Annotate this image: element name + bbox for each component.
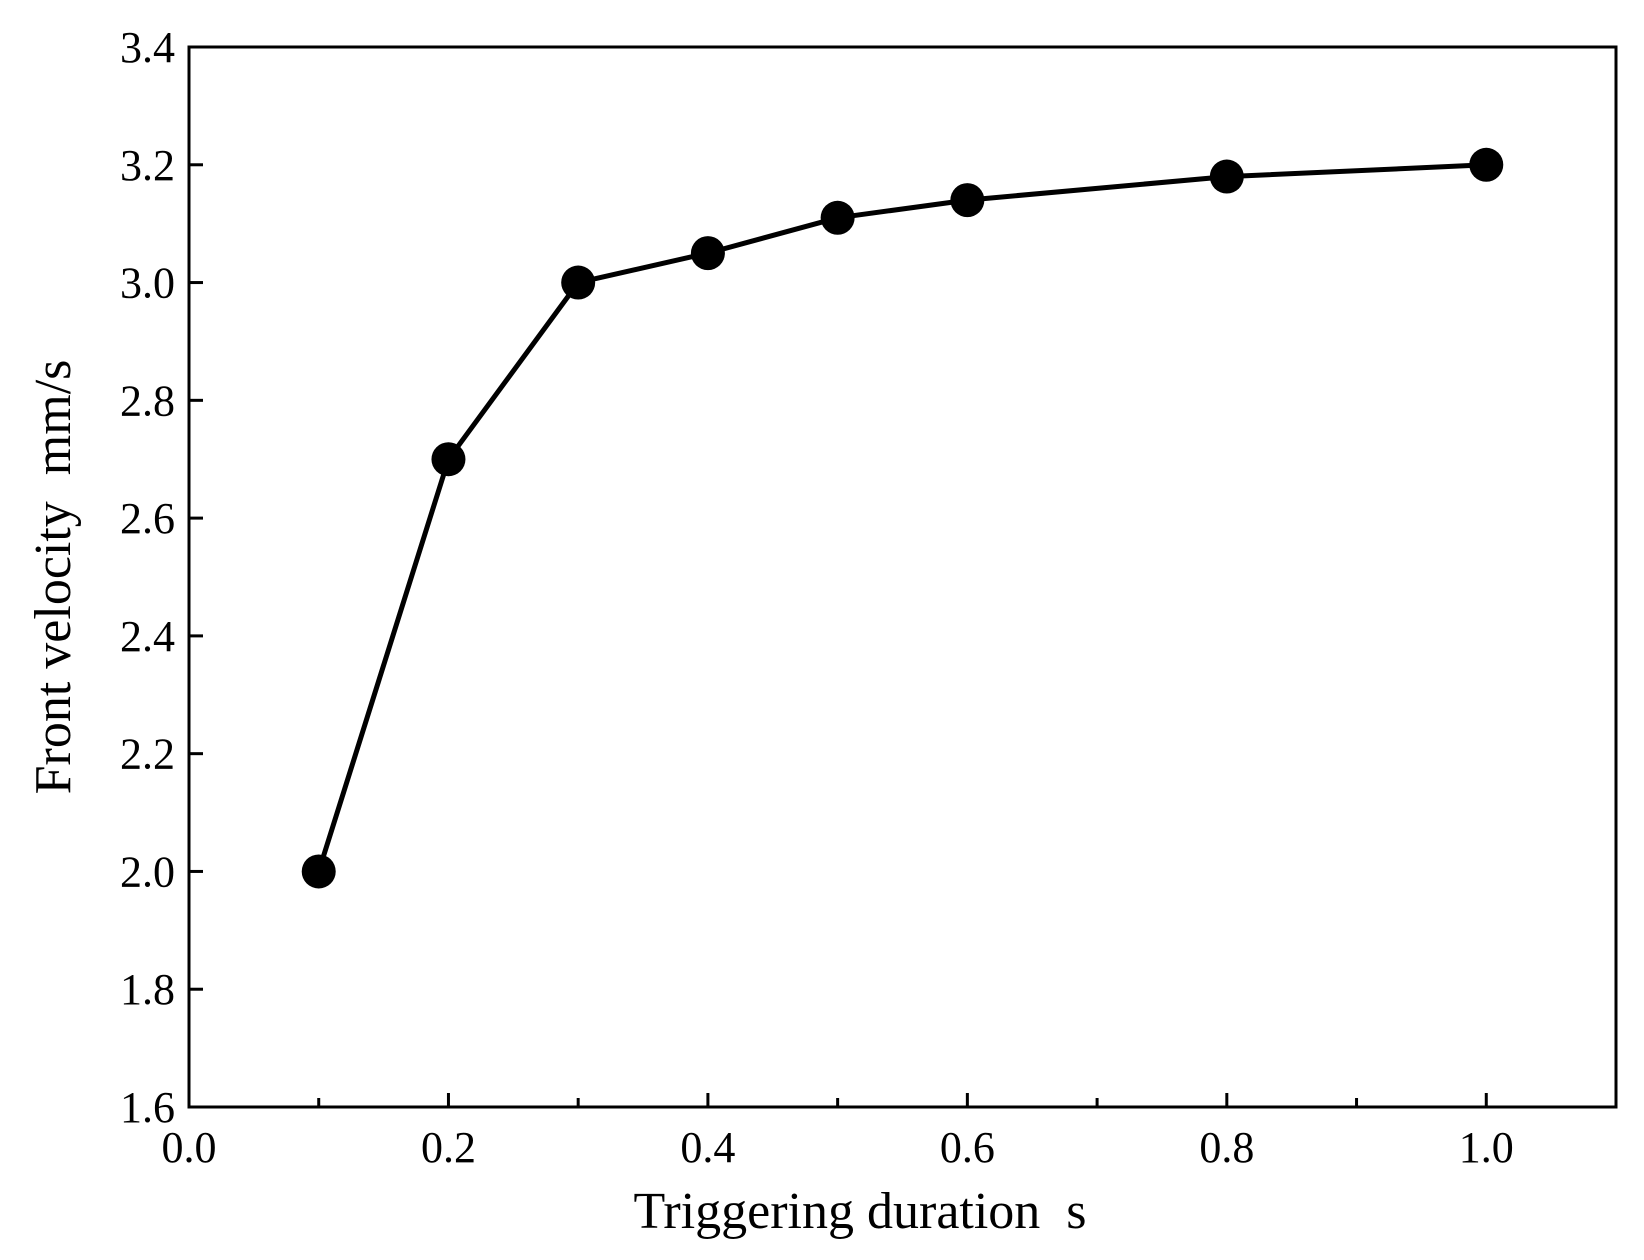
x-tick-label: 0.4 bbox=[680, 1123, 735, 1172]
data-point bbox=[950, 183, 985, 218]
y-axis-title: Front velocity mm/s bbox=[25, 360, 82, 795]
y-tick-label: 1.8 bbox=[120, 965, 175, 1014]
x-tick-label: 0.8 bbox=[1199, 1123, 1254, 1172]
y-tick-label: 2.2 bbox=[120, 730, 175, 779]
y-tick-label: 2.0 bbox=[120, 847, 175, 896]
y-axis-ticks: 1.6 1.8 2.0 2.2 2.4 2.6 2.8 3.0 3.2 3.4 bbox=[120, 23, 203, 1132]
data-point bbox=[431, 442, 466, 477]
data-point bbox=[820, 200, 855, 235]
y-tick-label: 2.6 bbox=[120, 494, 175, 543]
data-point bbox=[1209, 159, 1244, 194]
x-axis-ticks: 0.0 0.2 0.4 0.6 0.8 1.0 bbox=[162, 1093, 1514, 1172]
x-tick-label: 1.0 bbox=[1459, 1123, 1514, 1172]
y-tick-label: 2.8 bbox=[120, 376, 175, 425]
y-tick-label: 2.4 bbox=[120, 612, 175, 661]
y-tick-label: 3.0 bbox=[120, 259, 175, 308]
data-point bbox=[690, 236, 725, 271]
y-tick-label: 1.6 bbox=[120, 1083, 175, 1132]
series-line bbox=[316, 162, 1487, 873]
x-tick-label: 0.6 bbox=[940, 1123, 995, 1172]
x-tick-label: 0.2 bbox=[421, 1123, 476, 1172]
data-point bbox=[1469, 147, 1504, 182]
x-axis-title: Triggering duration s bbox=[633, 1183, 1086, 1240]
series-layer bbox=[301, 147, 1504, 889]
y-tick-label: 3.4 bbox=[120, 23, 175, 72]
data-point bbox=[301, 854, 336, 889]
x-tick-label: 0.0 bbox=[162, 1123, 217, 1172]
data-point bbox=[561, 265, 596, 300]
y-tick-label: 3.2 bbox=[120, 141, 175, 190]
plot-frame bbox=[187, 45, 1618, 1109]
